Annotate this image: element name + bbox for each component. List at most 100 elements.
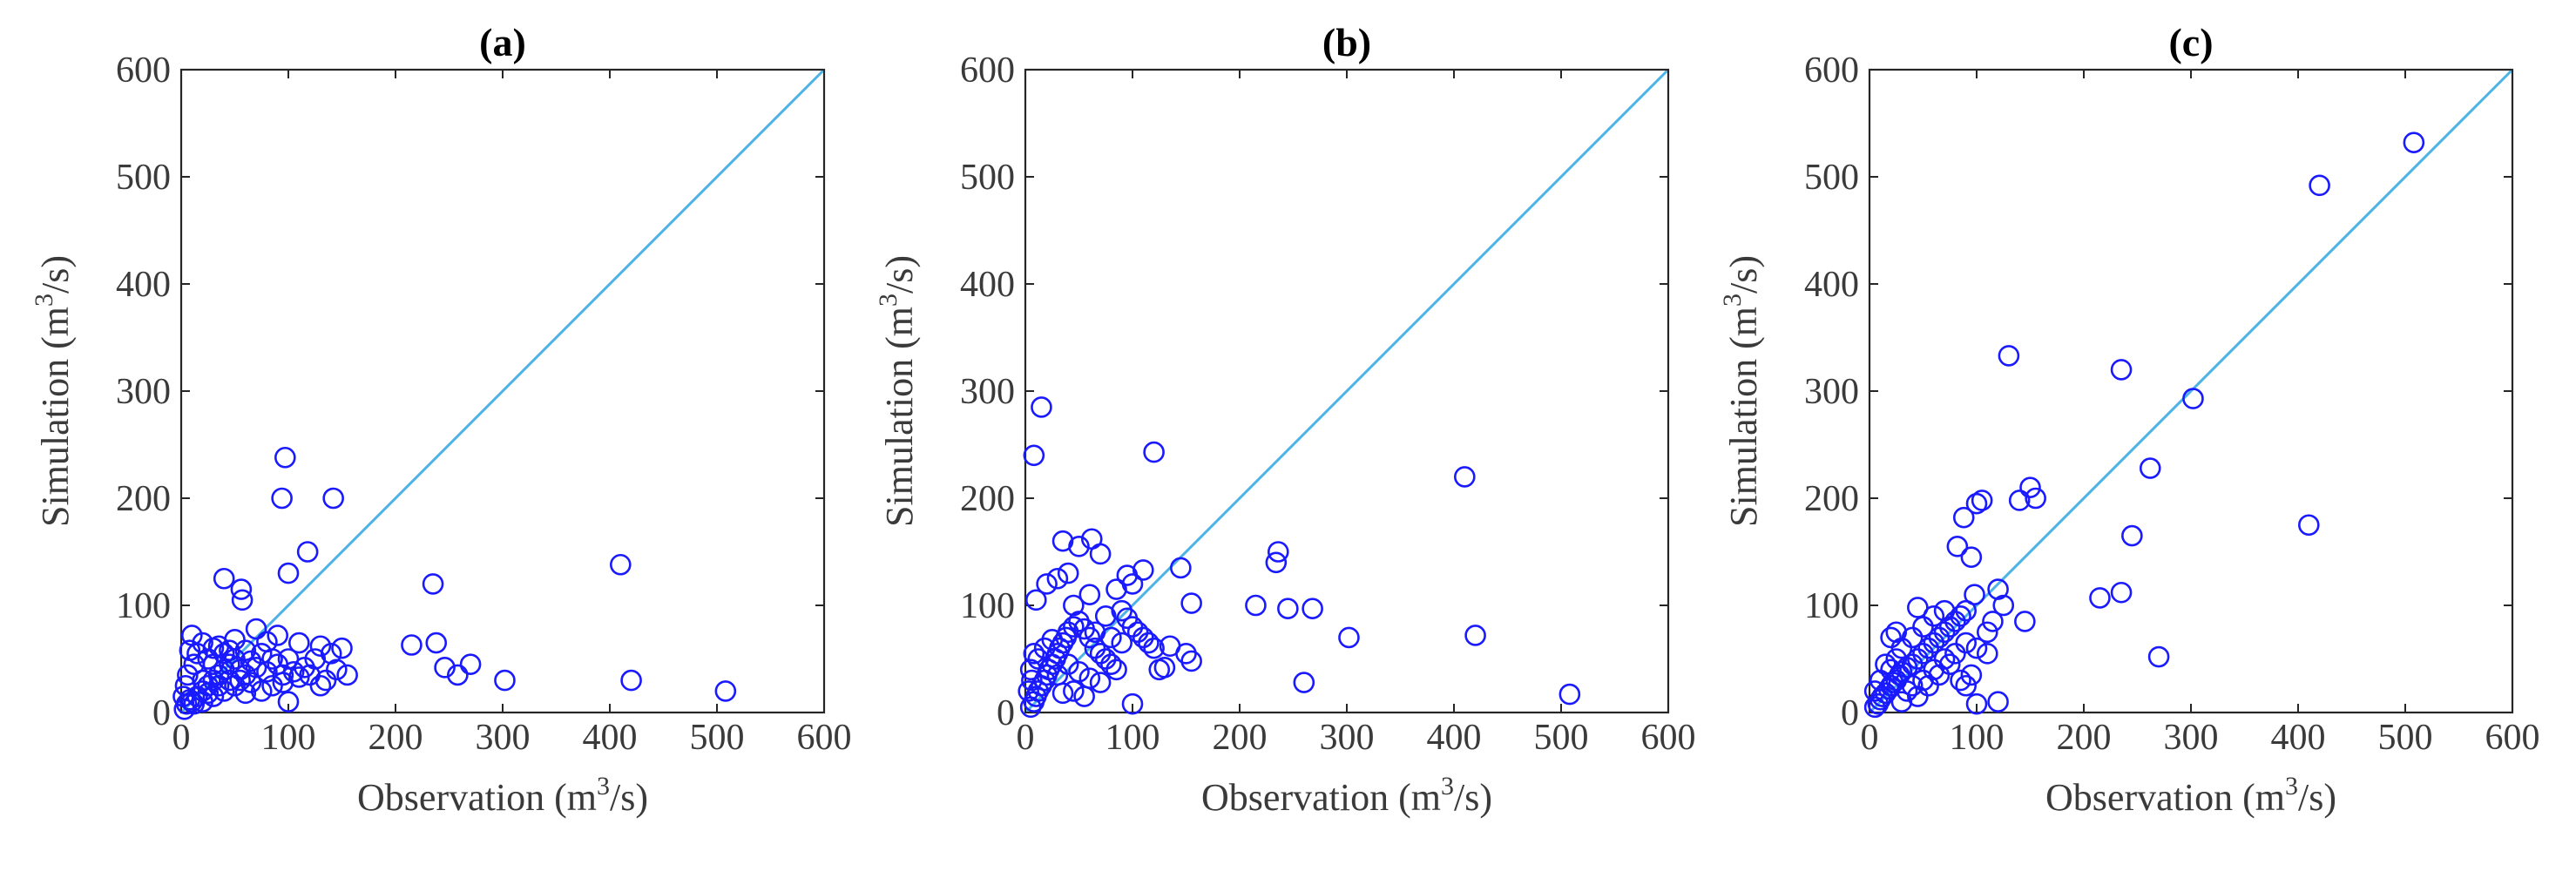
- data-point: [1057, 562, 1079, 584]
- data-point: [1987, 578, 2009, 600]
- data-point: [1992, 594, 2015, 617]
- y-axis-label: Simulation (m3/s): [30, 255, 77, 527]
- data-point: [1880, 626, 1902, 649]
- data-point: [1267, 541, 1289, 563]
- data-point: [1955, 599, 1977, 622]
- data-point: [261, 674, 283, 697]
- data-point: [309, 674, 332, 697]
- data-point: [231, 589, 254, 611]
- data-point: [1105, 658, 1127, 681]
- y-tick-label: 400: [1804, 265, 1859, 305]
- data-point: [1293, 672, 1315, 693]
- data-point: [1885, 621, 1908, 644]
- data-point: [1105, 578, 1127, 600]
- data-point: [1912, 643, 1934, 665]
- data-point: [314, 669, 337, 692]
- x-tick-label: 600: [2485, 718, 2540, 758]
- data-point: [296, 541, 319, 563]
- data-point: [1955, 674, 1977, 697]
- data-point: [1907, 686, 1929, 707]
- data-point: [1912, 669, 1934, 692]
- data-point: [1960, 664, 1983, 686]
- data-point: [267, 625, 289, 646]
- data-point: [202, 669, 225, 692]
- x-tick-label: 500: [2378, 718, 2433, 758]
- data-point: [1027, 648, 1050, 670]
- data-point: [256, 660, 278, 683]
- data-point: [1977, 643, 1998, 665]
- x-tick-label: 100: [261, 718, 316, 758]
- data-point: [261, 648, 283, 670]
- data-point: [1890, 637, 1913, 659]
- x-tick-label: 400: [583, 718, 638, 758]
- data-point: [1100, 626, 1122, 649]
- y-tick-label: 300: [960, 372, 1015, 412]
- data-point: [1277, 598, 1299, 619]
- x-tick-label: 300: [1320, 718, 1375, 758]
- x-tick-label: 600: [797, 718, 852, 758]
- data-point: [1138, 631, 1160, 654]
- y-tick-label: 300: [116, 372, 171, 412]
- data-point: [192, 631, 213, 654]
- data-point: [1057, 653, 1079, 675]
- data-point: [1023, 643, 1045, 665]
- data-point: [1938, 653, 1961, 675]
- data-point: [401, 634, 423, 656]
- data-point: [277, 648, 300, 670]
- data-point: [1302, 598, 1323, 619]
- data-point: [1143, 637, 1165, 659]
- data-point: [1977, 621, 1998, 644]
- data-point: [207, 674, 230, 697]
- data-point: [1063, 616, 1085, 638]
- data-point: [202, 686, 225, 707]
- data-point: [229, 669, 251, 692]
- data-point: [1901, 653, 1924, 675]
- data-point: [1111, 631, 1132, 654]
- data-point: [287, 631, 310, 654]
- data-point: [1869, 669, 1891, 692]
- panel-title: (b): [1322, 20, 1371, 64]
- data-point: [2147, 645, 2170, 668]
- data-point: [1063, 680, 1085, 702]
- y-tick-label: 200: [1804, 479, 1859, 519]
- data-point: [1880, 658, 1902, 681]
- data-point: [213, 567, 235, 590]
- data-point: [271, 487, 293, 510]
- data-point: [1019, 658, 1042, 681]
- data-point: [1955, 631, 1977, 654]
- data-point: [234, 682, 257, 705]
- data-point: [1896, 680, 1918, 702]
- data-point: [1454, 466, 1476, 488]
- y-tick-label: 100: [116, 586, 171, 626]
- data-point: [1027, 680, 1050, 702]
- data-point: [1863, 680, 1886, 702]
- data-point: [245, 657, 267, 679]
- data-point: [272, 664, 294, 686]
- data-point: [1094, 648, 1117, 670]
- data-point: [1928, 664, 1951, 686]
- data-point: [1068, 536, 1090, 557]
- data-point: [434, 657, 456, 679]
- data-point: [1912, 616, 1934, 638]
- data-point: [2182, 388, 2204, 409]
- data-point: [2309, 174, 2330, 197]
- data-point: [1923, 631, 1945, 654]
- data-point: [174, 674, 197, 697]
- data-point: [2019, 476, 2041, 499]
- y-tick-label: 0: [1841, 693, 1859, 733]
- data-point: [1063, 594, 1085, 617]
- y-tick-label: 200: [116, 479, 171, 519]
- data-point: [207, 635, 230, 658]
- data-point: [1046, 567, 1069, 590]
- data-point: [1041, 629, 1064, 651]
- data-point: [1078, 584, 1101, 606]
- data-point: [299, 664, 321, 686]
- y-tick-label: 0: [152, 693, 171, 733]
- y-tick-label: 300: [1804, 372, 1859, 412]
- data-point: [1023, 444, 1045, 467]
- x-tick-label: 200: [2057, 718, 2112, 758]
- data-point: [1265, 551, 1288, 574]
- x-tick-label: 300: [2164, 718, 2219, 758]
- data-point: [1089, 543, 1112, 565]
